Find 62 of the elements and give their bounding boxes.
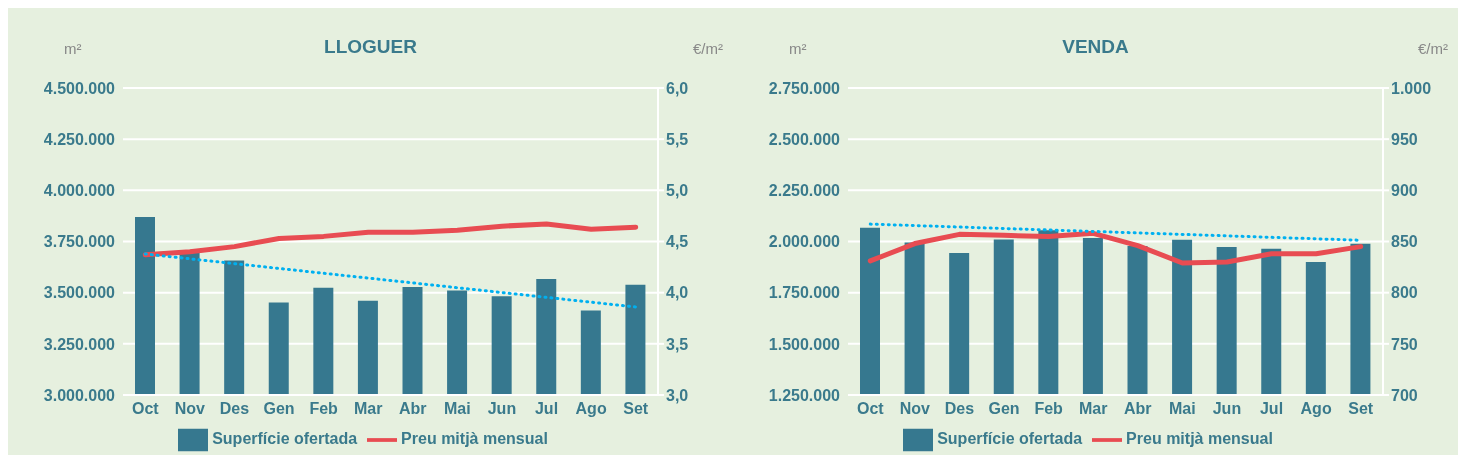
y2-tick-label: 750 — [1391, 335, 1418, 353]
y-tick-label: 4.250.000 — [43, 130, 116, 148]
y-tick-label: 3.000.000 — [43, 386, 116, 404]
x-tick-label: Jun — [487, 400, 517, 418]
y2-tick-label: 5,0 — [666, 182, 689, 200]
x-tick-label: Des — [219, 400, 250, 418]
y2-tick-label: 5,5 — [666, 130, 689, 148]
y-tick-label: 2.250.000 — [768, 182, 841, 200]
x-tick-label: Nov — [899, 400, 931, 418]
x-tick-label: Abr — [399, 400, 427, 418]
y-tick-label: 2.000.000 — [768, 233, 841, 251]
y2-tick-label: 950 — [1391, 130, 1418, 148]
y2-tick-label: 850 — [1391, 233, 1418, 251]
legend-label: Preu mitjà mensual — [1126, 430, 1273, 448]
y2-tick-label: 3,5 — [666, 335, 689, 353]
x-tick-label: Nov — [174, 400, 206, 418]
y2-tick-label: 800 — [1391, 284, 1418, 302]
x-tick-label: Abr — [1124, 400, 1152, 418]
x-tick-label: Jul — [534, 400, 559, 418]
y-tick-label: 3.500.000 — [43, 284, 116, 302]
chart-title: LLOGUER — [324, 36, 417, 57]
x-tick-label: Ago — [1300, 400, 1332, 418]
y-tick-label: 1.750.000 — [768, 284, 841, 302]
y2-tick-label: 6,0 — [666, 79, 689, 97]
x-tick-label: Oct — [131, 400, 160, 418]
x-tick-label: Gen — [263, 400, 295, 418]
y2-tick-label: 3,0 — [666, 386, 689, 404]
y-tick-label: 3.250.000 — [43, 335, 116, 353]
y-tick-label: 2.500.000 — [768, 130, 841, 148]
y-tick-label: 4.500.000 — [43, 79, 116, 97]
legend-label: Preu mitjà mensual — [401, 430, 548, 448]
x-tick-label: Mar — [1078, 400, 1108, 418]
legend-label: Superfície ofertada — [937, 430, 1083, 448]
y-tick-label: 1.250.000 — [768, 386, 841, 404]
y2-tick-label: 1.000 — [1391, 79, 1432, 97]
x-tick-label: Mar — [353, 400, 383, 418]
y-tick-label: 2.750.000 — [768, 79, 841, 97]
y2-axis-title: €/m² — [1418, 40, 1448, 57]
y2-tick-label: 4,0 — [666, 284, 689, 302]
x-tick-label: Mai — [444, 400, 471, 418]
y2-tick-label: 4,5 — [666, 233, 689, 251]
x-tick-label: Jul — [1259, 400, 1284, 418]
x-tick-label: Set — [1348, 400, 1374, 418]
y-tick-label: 1.500.000 — [768, 335, 841, 353]
x-tick-label: Feb — [1034, 400, 1064, 418]
x-tick-label: Set — [623, 400, 649, 418]
x-tick-label: Mai — [1169, 400, 1196, 418]
y-axis-title: m² — [64, 40, 82, 57]
x-tick-label: Des — [944, 400, 975, 418]
y-tick-label: 4.000.000 — [43, 182, 116, 200]
legend-label: Superfície ofertada — [212, 430, 358, 448]
chart-title: VENDA — [1062, 36, 1129, 57]
x-tick-label: Gen — [988, 400, 1020, 418]
y2-tick-label: 900 — [1391, 182, 1418, 200]
x-tick-label: Feb — [309, 400, 339, 418]
y2-axis-title: €/m² — [693, 40, 723, 57]
x-tick-label: Jun — [1212, 400, 1242, 418]
x-tick-label: Oct — [856, 400, 885, 418]
x-tick-label: Ago — [575, 400, 607, 418]
y-tick-label: 3.750.000 — [43, 233, 116, 251]
y2-tick-label: 700 — [1391, 386, 1418, 404]
y-axis-title: m² — [789, 40, 807, 57]
